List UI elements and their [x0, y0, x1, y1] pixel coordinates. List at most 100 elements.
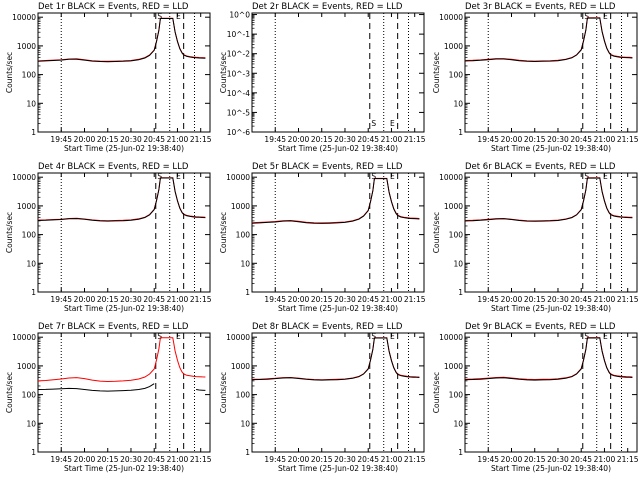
x-tick-label: 21:00 [381, 295, 403, 304]
x-tick-label: 19:45 [264, 455, 286, 464]
y-tick-label: 1000 [444, 42, 463, 51]
plot-frame [37, 172, 211, 293]
x-tick-label: 19:45 [477, 295, 499, 304]
x-tick-label: 20:00 [288, 455, 310, 464]
y-tick-label: 1 [31, 448, 36, 457]
series-events-line [251, 178, 420, 224]
y-tick-label: 100 [449, 391, 464, 400]
x-tick-label: 20:45 [570, 135, 592, 144]
attenuator-label: S [584, 172, 589, 181]
series-events-line [37, 383, 206, 392]
x-axis-label: Start Time (25-Jun-02 19:38:40) [278, 464, 398, 473]
x-tick-label: 20:45 [143, 135, 165, 144]
y-tick-label: 10^-4 [227, 89, 251, 98]
x-tick-label: 20:45 [570, 295, 592, 304]
x-tick-label: 20:00 [288, 295, 310, 304]
y-tick-label: 1 [245, 288, 250, 297]
x-tick-label: 20:00 [501, 135, 523, 144]
y-tick-label: 1000 [17, 42, 36, 51]
y-tick-label: 10000 [12, 333, 36, 342]
x-tick-label: 20:00 [501, 455, 523, 464]
x-tick-label: 21:15 [404, 295, 426, 304]
y-tick-label: 1 [458, 448, 463, 457]
y-tick-label: 10000 [439, 173, 463, 182]
x-tick-label: 21:15 [617, 135, 639, 144]
series-events-line [464, 337, 633, 381]
x-tick-label: 21:15 [617, 295, 639, 304]
y-tick-label: 100 [236, 231, 251, 240]
x-tick-label: 20:30 [334, 135, 356, 144]
y-tick-label: 10^-6 [227, 128, 251, 137]
x-tick-label: 20:15 [524, 295, 546, 304]
y-tick-label: 10^-3 [227, 69, 251, 78]
y-tick-label: 10 [26, 99, 36, 108]
y-tick-label: 10^-1 [227, 30, 251, 39]
plot-frame [464, 332, 638, 453]
y-tick-label: 1 [458, 288, 463, 297]
panel-title: Det 9r BLACK = Events, RED = LLD [465, 322, 616, 332]
y-tick-label: 10000 [226, 333, 250, 342]
x-tick-label: 19:45 [264, 295, 286, 304]
x-tick-label: 19:45 [50, 455, 72, 464]
x-tick-label: 20:45 [357, 135, 379, 144]
x-tick-label: 21:15 [190, 295, 212, 304]
x-tick-label: 20:30 [547, 295, 569, 304]
x-tick-label: 20:00 [74, 295, 96, 304]
attenuator-label: S [157, 332, 162, 341]
x-axis-label: Start Time (25-Jun-02 19:38:40) [491, 144, 611, 153]
x-tick-label: 19:45 [264, 135, 286, 144]
x-axis-label: Start Time (25-Jun-02 19:38:40) [64, 304, 184, 313]
attenuator-label: E [603, 12, 608, 21]
y-axis-label: Counts/sec [219, 212, 228, 253]
x-tick-label: 19:45 [477, 135, 499, 144]
plot-frame [37, 332, 211, 453]
y-tick-label: 1000 [231, 202, 250, 211]
x-axis-label: Start Time (25-Jun-02 19:38:40) [278, 304, 398, 313]
x-tick-label: 21:00 [381, 455, 403, 464]
y-axis-label: Counts/sec [5, 212, 14, 253]
x-tick-label: 21:00 [167, 295, 189, 304]
x-tick-label: 21:15 [190, 135, 212, 144]
x-tick-label: 20:15 [311, 455, 333, 464]
x-tick-label: 20:30 [120, 455, 142, 464]
y-tick-label: 10 [453, 99, 463, 108]
y-tick-label: 10 [453, 419, 463, 428]
series-events-line [464, 177, 633, 222]
attenuator-label: S [371, 332, 376, 341]
y-tick-label: 1 [31, 128, 36, 137]
panel-title: Det 5r BLACK = Events, RED = LLD [252, 162, 403, 172]
y-tick-label: 10 [26, 419, 36, 428]
series-events-line [251, 337, 420, 381]
attenuator-label: S [157, 172, 162, 181]
x-tick-label: 20:00 [501, 295, 523, 304]
x-tick-label: 20:45 [357, 295, 379, 304]
panel-title: Det 8r BLACK = Events, RED = LLD [252, 322, 403, 332]
x-tick-label: 20:15 [524, 135, 546, 144]
plot-frame [251, 332, 425, 453]
attenuator-label: E [603, 332, 608, 341]
x-tick-label: 21:15 [404, 135, 426, 144]
series-lld-line [37, 337, 206, 383]
x-tick-label: 20:30 [547, 455, 569, 464]
y-tick-label: 100 [22, 71, 37, 80]
x-tick-label: 20:30 [334, 455, 356, 464]
y-tick-label: 10^-2 [227, 50, 251, 59]
y-tick-label: 1000 [17, 202, 36, 211]
x-axis-label: Start Time (25-Jun-02 19:38:40) [491, 464, 611, 473]
x-tick-label: 20:30 [334, 295, 356, 304]
x-tick-label: 19:45 [50, 135, 72, 144]
x-axis-label: Start Time (25-Jun-02 19:38:40) [64, 464, 184, 473]
plot-frame [251, 12, 425, 133]
y-tick-label: 10000 [439, 333, 463, 342]
y-axis-label: Counts/sec [219, 372, 228, 413]
x-tick-label: 20:00 [74, 135, 96, 144]
x-tick-label: 20:15 [311, 295, 333, 304]
attenuator-label: E [176, 172, 181, 181]
attenuator-label: E [390, 332, 395, 341]
